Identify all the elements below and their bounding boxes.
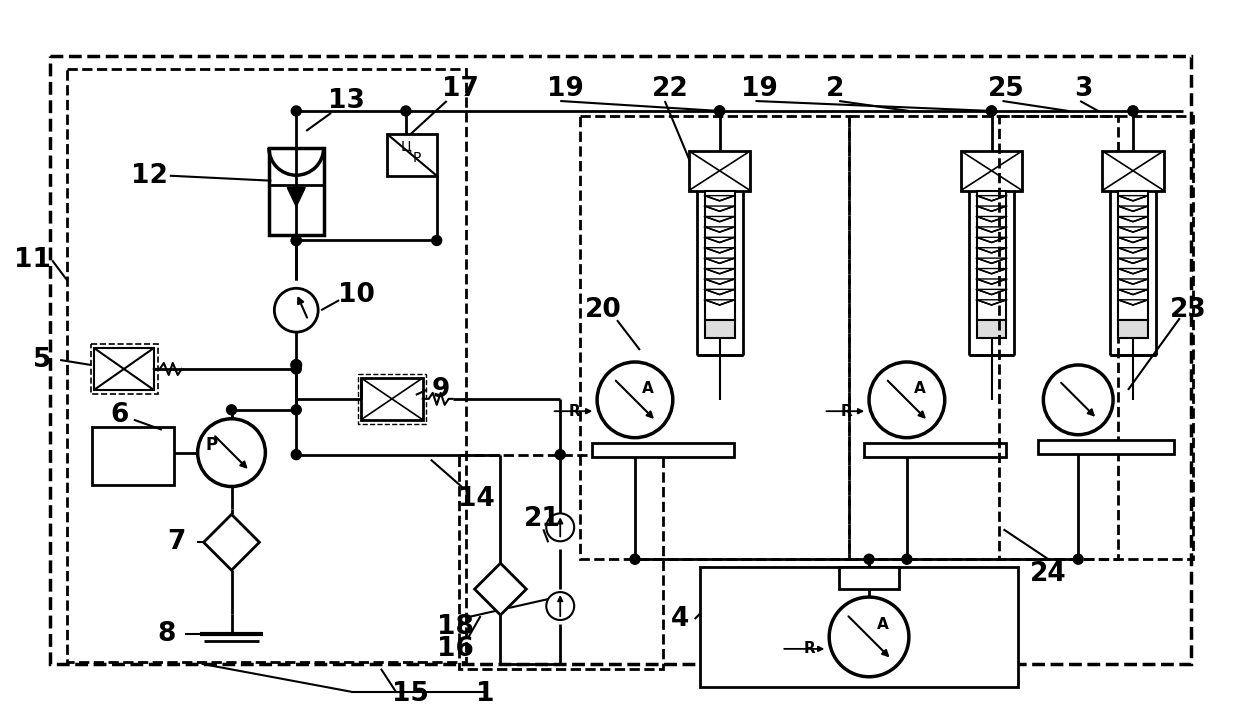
Text: 22: 22 bbox=[651, 76, 688, 102]
Text: Ц: Ц bbox=[401, 139, 412, 153]
Text: 2: 2 bbox=[826, 76, 844, 102]
Circle shape bbox=[987, 106, 997, 116]
Polygon shape bbox=[94, 348, 154, 390]
Circle shape bbox=[714, 106, 724, 116]
Circle shape bbox=[291, 106, 301, 116]
Circle shape bbox=[1128, 106, 1138, 116]
Polygon shape bbox=[593, 443, 734, 457]
Circle shape bbox=[291, 449, 301, 460]
Circle shape bbox=[291, 360, 301, 370]
Circle shape bbox=[598, 362, 673, 438]
Text: 21: 21 bbox=[523, 506, 560, 532]
Circle shape bbox=[901, 554, 911, 564]
Circle shape bbox=[1074, 554, 1084, 564]
Text: 10: 10 bbox=[337, 282, 374, 308]
Circle shape bbox=[1128, 106, 1138, 116]
Circle shape bbox=[291, 364, 301, 374]
Polygon shape bbox=[1118, 191, 1148, 320]
Circle shape bbox=[227, 405, 237, 415]
Text: 6: 6 bbox=[110, 402, 129, 428]
Circle shape bbox=[291, 360, 301, 370]
Polygon shape bbox=[1038, 439, 1174, 454]
Circle shape bbox=[291, 236, 301, 246]
Polygon shape bbox=[387, 134, 436, 176]
Text: 8: 8 bbox=[157, 621, 176, 647]
Text: R: R bbox=[841, 404, 852, 419]
Polygon shape bbox=[704, 320, 734, 338]
Circle shape bbox=[291, 405, 301, 415]
Circle shape bbox=[547, 592, 574, 620]
Circle shape bbox=[830, 597, 909, 677]
Text: 14: 14 bbox=[459, 487, 495, 513]
Text: 25: 25 bbox=[988, 76, 1025, 102]
Text: 24: 24 bbox=[1030, 561, 1066, 587]
Text: A: A bbox=[914, 381, 926, 396]
Polygon shape bbox=[475, 563, 526, 615]
Text: 19: 19 bbox=[547, 76, 584, 102]
Circle shape bbox=[291, 236, 301, 246]
Text: P: P bbox=[206, 436, 218, 454]
Text: 1: 1 bbox=[476, 681, 495, 707]
Polygon shape bbox=[1118, 320, 1148, 338]
Circle shape bbox=[274, 288, 319, 332]
Text: 15: 15 bbox=[392, 681, 429, 707]
Text: 11: 11 bbox=[14, 248, 51, 274]
Text: A: A bbox=[642, 381, 653, 396]
Text: 19: 19 bbox=[742, 76, 777, 102]
Text: 23: 23 bbox=[1169, 297, 1207, 323]
Polygon shape bbox=[864, 443, 1006, 457]
Circle shape bbox=[714, 106, 724, 116]
Circle shape bbox=[432, 236, 441, 246]
Polygon shape bbox=[977, 320, 1007, 338]
Text: P: P bbox=[413, 151, 420, 165]
Polygon shape bbox=[839, 567, 899, 589]
Text: 17: 17 bbox=[443, 76, 479, 102]
Polygon shape bbox=[288, 187, 305, 207]
Circle shape bbox=[1043, 365, 1114, 434]
Polygon shape bbox=[269, 148, 324, 236]
Text: A: A bbox=[877, 617, 889, 633]
Text: R: R bbox=[568, 404, 580, 419]
Polygon shape bbox=[361, 378, 423, 420]
Polygon shape bbox=[203, 514, 259, 570]
Polygon shape bbox=[977, 191, 1007, 320]
Polygon shape bbox=[1102, 151, 1164, 191]
Text: 3: 3 bbox=[1074, 76, 1092, 102]
Polygon shape bbox=[961, 151, 1023, 191]
Polygon shape bbox=[92, 426, 174, 485]
Circle shape bbox=[864, 554, 874, 564]
Text: 12: 12 bbox=[131, 163, 169, 189]
Text: 13: 13 bbox=[327, 88, 365, 114]
Text: 9: 9 bbox=[432, 377, 450, 403]
Text: R: R bbox=[804, 641, 815, 656]
Text: 18: 18 bbox=[438, 614, 474, 640]
Text: 20: 20 bbox=[585, 297, 621, 323]
Circle shape bbox=[401, 106, 410, 116]
Polygon shape bbox=[704, 191, 734, 320]
Polygon shape bbox=[688, 151, 750, 191]
Text: 16: 16 bbox=[438, 636, 474, 662]
Circle shape bbox=[869, 362, 945, 438]
Circle shape bbox=[197, 419, 265, 487]
Text: 4: 4 bbox=[671, 606, 689, 632]
Polygon shape bbox=[699, 567, 1018, 686]
Text: 7: 7 bbox=[167, 529, 186, 555]
Circle shape bbox=[547, 513, 574, 541]
Circle shape bbox=[556, 449, 565, 460]
Text: 5: 5 bbox=[33, 347, 51, 373]
Circle shape bbox=[630, 554, 640, 564]
Circle shape bbox=[987, 106, 997, 116]
